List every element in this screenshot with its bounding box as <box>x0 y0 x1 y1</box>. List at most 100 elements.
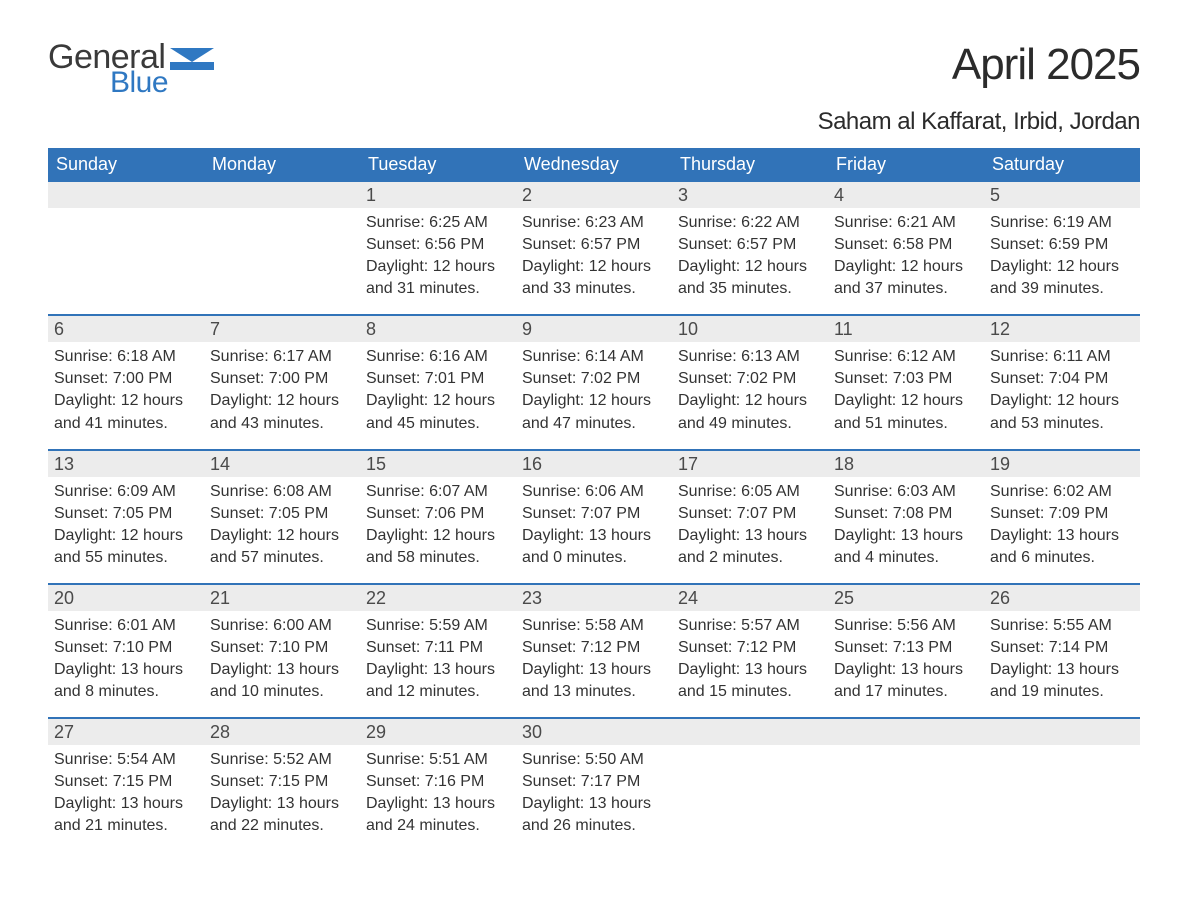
calendar-week: 13Sunrise: 6:09 AMSunset: 7:05 PMDayligh… <box>48 449 1140 583</box>
calendar-day: 2Sunrise: 6:23 AMSunset: 6:57 PMDaylight… <box>516 182 672 314</box>
day-number: 8 <box>360 316 516 342</box>
weekday-header: Friday <box>828 148 984 182</box>
calendar-day: 28Sunrise: 5:52 AMSunset: 7:15 PMDayligh… <box>204 719 360 851</box>
sunrise-text: Sunrise: 6:07 AM <box>366 481 510 503</box>
day-number: 19 <box>984 451 1140 477</box>
day-content: Sunrise: 5:56 AMSunset: 7:13 PMDaylight:… <box>828 611 984 717</box>
sunrise-text: Sunrise: 5:59 AM <box>366 615 510 637</box>
daylight-text: Daylight: 13 hours <box>834 659 978 681</box>
sunset-text: Sunset: 6:57 PM <box>678 234 822 256</box>
sunrise-text: Sunrise: 5:58 AM <box>522 615 666 637</box>
sunset-text: Sunset: 7:12 PM <box>678 637 822 659</box>
sunrise-text: Sunrise: 5:56 AM <box>834 615 978 637</box>
daylight-text: and 26 minutes. <box>522 815 666 837</box>
day-content: Sunrise: 5:50 AMSunset: 7:17 PMDaylight:… <box>516 745 672 851</box>
calendar: Sunday Monday Tuesday Wednesday Thursday… <box>48 148 1140 852</box>
day-number: 21 <box>204 585 360 611</box>
weekday-header: Saturday <box>984 148 1140 182</box>
daylight-text: and 55 minutes. <box>54 547 198 569</box>
sunrise-text: Sunrise: 6:01 AM <box>54 615 198 637</box>
daylight-text: and 43 minutes. <box>210 413 354 435</box>
day-number <box>672 719 828 745</box>
calendar-day <box>984 719 1140 851</box>
location-subtitle: Saham al Kaffarat, Irbid, Jordan <box>818 108 1140 136</box>
day-content: Sunrise: 6:08 AMSunset: 7:05 PMDaylight:… <box>204 477 360 583</box>
daylight-text: Daylight: 12 hours <box>678 256 822 278</box>
weekday-header: Sunday <box>48 148 204 182</box>
day-number: 9 <box>516 316 672 342</box>
daylight-text: and 15 minutes. <box>678 681 822 703</box>
sunset-text: Sunset: 7:15 PM <box>54 771 198 793</box>
day-number: 3 <box>672 182 828 208</box>
sunrise-text: Sunrise: 5:50 AM <box>522 749 666 771</box>
flag-icon <box>170 48 214 81</box>
sunrise-text: Sunrise: 6:06 AM <box>522 481 666 503</box>
daylight-text: Daylight: 12 hours <box>990 390 1134 412</box>
day-content: Sunrise: 6:14 AMSunset: 7:02 PMDaylight:… <box>516 342 672 448</box>
daylight-text: Daylight: 12 hours <box>522 390 666 412</box>
daylight-text: Daylight: 12 hours <box>210 390 354 412</box>
sunrise-text: Sunrise: 6:11 AM <box>990 346 1134 368</box>
calendar-day: 10Sunrise: 6:13 AMSunset: 7:02 PMDayligh… <box>672 316 828 448</box>
sunset-text: Sunset: 7:00 PM <box>54 368 198 390</box>
day-content: Sunrise: 6:16 AMSunset: 7:01 PMDaylight:… <box>360 342 516 448</box>
calendar-week: 6Sunrise: 6:18 AMSunset: 7:00 PMDaylight… <box>48 314 1140 448</box>
daylight-text: and 8 minutes. <box>54 681 198 703</box>
daylight-text: and 39 minutes. <box>990 278 1134 300</box>
daylight-text: and 31 minutes. <box>366 278 510 300</box>
daylight-text: and 13 minutes. <box>522 681 666 703</box>
day-number: 27 <box>48 719 204 745</box>
daylight-text: Daylight: 13 hours <box>522 659 666 681</box>
sunset-text: Sunset: 7:04 PM <box>990 368 1134 390</box>
daylight-text: and 6 minutes. <box>990 547 1134 569</box>
calendar-day: 24Sunrise: 5:57 AMSunset: 7:12 PMDayligh… <box>672 585 828 717</box>
sunset-text: Sunset: 7:14 PM <box>990 637 1134 659</box>
day-number: 7 <box>204 316 360 342</box>
calendar-day: 25Sunrise: 5:56 AMSunset: 7:13 PMDayligh… <box>828 585 984 717</box>
sunset-text: Sunset: 7:10 PM <box>210 637 354 659</box>
calendar-day: 15Sunrise: 6:07 AMSunset: 7:06 PMDayligh… <box>360 451 516 583</box>
sunset-text: Sunset: 7:07 PM <box>522 503 666 525</box>
calendar-day: 19Sunrise: 6:02 AMSunset: 7:09 PMDayligh… <box>984 451 1140 583</box>
day-number: 18 <box>828 451 984 477</box>
sunset-text: Sunset: 7:08 PM <box>834 503 978 525</box>
weekday-header: Monday <box>204 148 360 182</box>
daylight-text: Daylight: 12 hours <box>834 256 978 278</box>
calendar-week: 1Sunrise: 6:25 AMSunset: 6:56 PMDaylight… <box>48 182 1140 314</box>
daylight-text: Daylight: 12 hours <box>210 525 354 547</box>
weekday-header: Thursday <box>672 148 828 182</box>
day-content: Sunrise: 6:05 AMSunset: 7:07 PMDaylight:… <box>672 477 828 583</box>
day-number: 11 <box>828 316 984 342</box>
day-number <box>48 182 204 208</box>
day-number <box>984 719 1140 745</box>
daylight-text: and 35 minutes. <box>678 278 822 300</box>
logo: General Blue <box>48 40 214 98</box>
sunrise-text: Sunrise: 6:05 AM <box>678 481 822 503</box>
daylight-text: and 53 minutes. <box>990 413 1134 435</box>
sunset-text: Sunset: 7:11 PM <box>366 637 510 659</box>
daylight-text: Daylight: 12 hours <box>366 390 510 412</box>
calendar-day: 17Sunrise: 6:05 AMSunset: 7:07 PMDayligh… <box>672 451 828 583</box>
day-content: Sunrise: 6:19 AMSunset: 6:59 PMDaylight:… <box>984 208 1140 314</box>
daylight-text: Daylight: 12 hours <box>522 256 666 278</box>
day-content: Sunrise: 5:52 AMSunset: 7:15 PMDaylight:… <box>204 745 360 851</box>
daylight-text: Daylight: 13 hours <box>210 659 354 681</box>
day-content: Sunrise: 5:59 AMSunset: 7:11 PMDaylight:… <box>360 611 516 717</box>
calendar-day <box>204 182 360 314</box>
daylight-text: and 47 minutes. <box>522 413 666 435</box>
sunset-text: Sunset: 7:10 PM <box>54 637 198 659</box>
daylight-text: and 41 minutes. <box>54 413 198 435</box>
daylight-text: Daylight: 12 hours <box>990 256 1134 278</box>
calendar-day: 30Sunrise: 5:50 AMSunset: 7:17 PMDayligh… <box>516 719 672 851</box>
sunset-text: Sunset: 7:17 PM <box>522 771 666 793</box>
daylight-text: Daylight: 12 hours <box>54 390 198 412</box>
calendar-day: 4Sunrise: 6:21 AMSunset: 6:58 PMDaylight… <box>828 182 984 314</box>
daylight-text: and 24 minutes. <box>366 815 510 837</box>
sunset-text: Sunset: 7:07 PM <box>678 503 822 525</box>
day-content: Sunrise: 5:58 AMSunset: 7:12 PMDaylight:… <box>516 611 672 717</box>
calendar-day: 21Sunrise: 6:00 AMSunset: 7:10 PMDayligh… <box>204 585 360 717</box>
day-number: 4 <box>828 182 984 208</box>
sunset-text: Sunset: 7:15 PM <box>210 771 354 793</box>
sunrise-text: Sunrise: 5:57 AM <box>678 615 822 637</box>
sunset-text: Sunset: 7:06 PM <box>366 503 510 525</box>
